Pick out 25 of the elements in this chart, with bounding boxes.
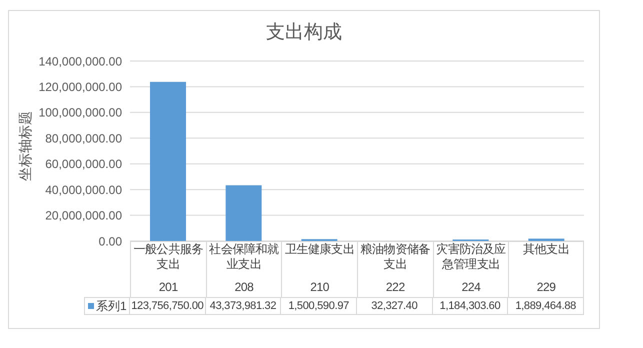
data-label: 1,184,303.60 — [432, 297, 508, 315]
y-tick-label: 0.00 — [98, 234, 122, 248]
legend-label: 系列1 — [96, 298, 127, 314]
y-tick-label: 120,000,000.00 — [38, 80, 122, 94]
data-label: 1,889,464.88 — [508, 297, 584, 315]
y-tick-label: 140,000,000.00 — [38, 54, 122, 68]
category-label: 其他支出 229 — [522, 242, 570, 294]
x-tick-label: 粮油物资储备支出 222 — [358, 241, 433, 295]
y-tick-label: 40,000,000.00 — [45, 182, 122, 197]
y-tick-label: 100,000,000.00 — [38, 106, 122, 120]
y-tick-label: 60,000,000.00 — [45, 157, 122, 172]
y-tick-label: 80,000,000.00 — [45, 131, 122, 146]
data-label: 32,327.40 — [357, 297, 433, 315]
chart-title: 支出构成 — [265, 21, 343, 45]
x-tick-label: 社会保障和就业支出 208 — [206, 241, 282, 295]
data-label: 43,373,981.32 — [206, 297, 282, 315]
bar — [226, 185, 262, 241]
x-tick-label: 灾害防治及应急管理支出 224 — [434, 241, 508, 295]
y-tick-label: 20,000,000.00 — [45, 208, 122, 223]
x-tick-label: 一般公共服务支出 201 — [131, 241, 206, 295]
bar — [150, 82, 186, 241]
data-label: 123,756,750.00 — [130, 297, 206, 315]
category-label: 卫生健康支出 210 — [284, 242, 354, 294]
data-label: 1,500,590.97 — [281, 297, 357, 315]
y-axis-title: 坐标轴标题 — [16, 111, 33, 181]
